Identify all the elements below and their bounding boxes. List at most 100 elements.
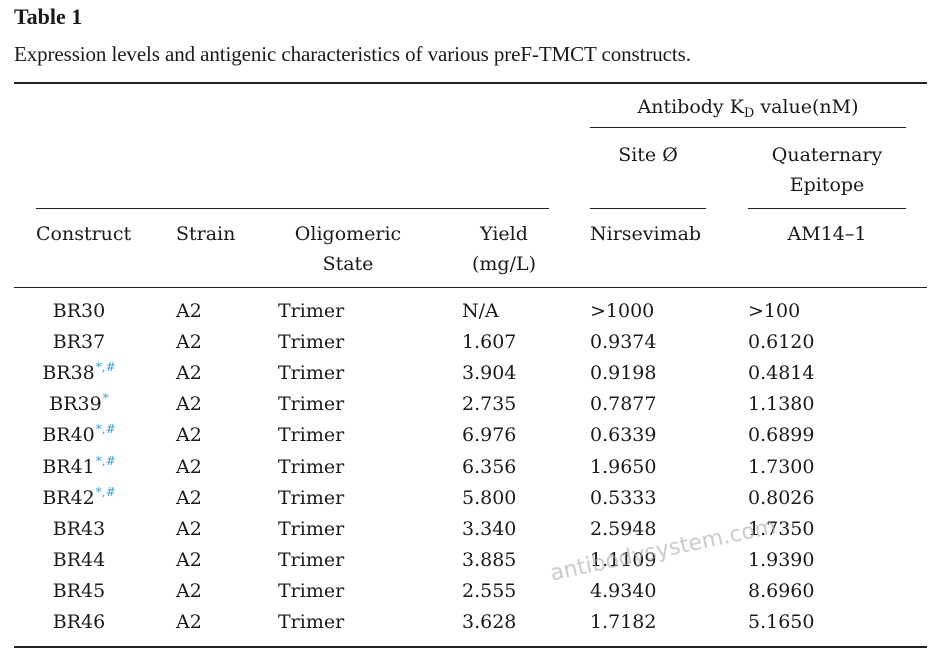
bottom-rule xyxy=(14,646,927,648)
cell-am14: 0.6120 xyxy=(748,331,815,354)
cell-oligomeric-state: Trimer xyxy=(278,548,345,571)
cell-strain: A2 xyxy=(176,455,202,478)
cell-yield: 2.735 xyxy=(462,393,517,416)
table-row: BR44 A2 Trimer 3.885 1.1109 1.9390 xyxy=(0,545,941,576)
cell-oligomeric-state: Trimer xyxy=(278,331,345,354)
cell-strain: A2 xyxy=(176,362,202,385)
cell-construct: BR43 xyxy=(52,517,106,540)
cell-construct: BR42*,# xyxy=(42,484,116,509)
cell-strain: A2 xyxy=(176,424,202,447)
site-rule xyxy=(590,208,706,209)
footnote-mark: *,# xyxy=(95,484,116,499)
cell-am14: 1.9390 xyxy=(748,548,815,571)
cell-yield: 3.885 xyxy=(462,548,517,571)
cell-yield: 1.607 xyxy=(462,331,517,354)
cell-oligomeric-state: Trimer xyxy=(278,300,345,322)
header-bottom-rule xyxy=(14,287,927,288)
table-row: BR45 A2 Trimer 2.555 4.9340 8.6960 xyxy=(0,576,941,607)
cell-construct: BR40*,# xyxy=(42,422,116,447)
table-label: Table 1 xyxy=(14,4,83,29)
cell-nirsevimab: 0.7877 xyxy=(590,393,657,416)
cell-am14: 1.7300 xyxy=(748,455,815,478)
cell-oligomeric-state: Trimer xyxy=(278,455,345,478)
footnote-mark: * xyxy=(102,391,109,406)
col-am14: AM14–1 xyxy=(787,223,867,245)
cell-am14: >100 xyxy=(748,300,801,322)
cell-oligomeric-state: Trimer xyxy=(278,393,345,416)
footnote-mark: *,# xyxy=(95,453,116,468)
cell-am14: 1.1380 xyxy=(748,393,815,416)
cell-yield: 3.340 xyxy=(462,517,517,540)
cell-strain: A2 xyxy=(176,393,202,416)
cell-am14: 0.4814 xyxy=(748,362,815,385)
cell-am14: 0.6899 xyxy=(748,424,815,447)
cell-nirsevimab: >1000 xyxy=(590,300,655,322)
footnote-mark: *,# xyxy=(95,360,116,375)
cell-yield: 2.555 xyxy=(462,579,517,602)
table-row: BR39* A2 Trimer 2.735 0.7877 1.1380 xyxy=(0,389,941,420)
site-header: Site Ø xyxy=(618,144,678,166)
table-caption: Expression levels and antigenic characte… xyxy=(14,42,691,66)
cell-strain: A2 xyxy=(176,579,202,602)
table-row: BR43 A2 Trimer 3.340 2.5948 1.7350 xyxy=(0,514,941,545)
left-header-rule xyxy=(36,208,549,209)
cell-construct: BR46 xyxy=(52,611,106,633)
table-row: BR40*,# A2 Trimer 6.976 0.6339 0.6899 xyxy=(0,420,941,451)
cell-nirsevimab: 0.9374 xyxy=(590,331,657,354)
cell-am14: 5.1650 xyxy=(748,611,815,633)
top-rule xyxy=(14,82,927,84)
cell-yield: 3.904 xyxy=(462,362,517,385)
cell-nirsevimab: 0.6339 xyxy=(590,424,657,447)
cell-yield: 6.356 xyxy=(462,455,517,478)
cell-construct: BR38*,# xyxy=(42,360,116,385)
cell-am14: 0.8026 xyxy=(748,486,815,509)
cell-strain: A2 xyxy=(176,517,202,540)
cell-yield: 5.800 xyxy=(462,486,517,509)
table-row: BR37 A2 Trimer 1.607 0.9374 0.6120 xyxy=(0,327,941,358)
cell-oligomeric-state: Trimer xyxy=(278,579,345,602)
group-rule xyxy=(590,127,906,128)
table-row: BR30 A2 Trimer N/A >1000 >100 xyxy=(0,296,941,327)
cell-construct: BR39* xyxy=(49,391,109,416)
cell-construct: BR30 xyxy=(52,300,106,322)
cell-am14: 1.7350 xyxy=(748,517,815,540)
cell-oligomeric-state: Trimer xyxy=(278,517,345,540)
cell-construct: BR45 xyxy=(52,579,106,602)
cell-construct: BR44 xyxy=(52,548,106,571)
cell-oligomeric-state: Trimer xyxy=(278,362,345,385)
cell-nirsevimab: 0.5333 xyxy=(590,486,657,509)
table-row: BR42*,# A2 Trimer 5.800 0.5333 0.8026 xyxy=(0,483,941,514)
cell-strain: A2 xyxy=(176,300,202,322)
cell-oligomeric-state: Trimer xyxy=(278,486,345,509)
col-oligomeric: Oligomeric State xyxy=(294,223,402,275)
cell-strain: A2 xyxy=(176,548,202,571)
cell-yield: 6.976 xyxy=(462,424,517,447)
table-row: BR41*,# A2 Trimer 6.356 1.9650 1.7300 xyxy=(0,452,941,483)
col-yield: Yield (mg/L) xyxy=(471,223,537,275)
cell-nirsevimab: 0.9198 xyxy=(590,362,657,385)
cell-nirsevimab: 4.9340 xyxy=(590,579,657,602)
cell-yield: N/A xyxy=(462,300,499,322)
table-row: BR46 A2 Trimer 3.628 1.7182 5.1650 xyxy=(0,607,941,638)
col-nirsevimab: Nirsevimab xyxy=(590,223,702,245)
table-row: BR38*,# A2 Trimer 3.904 0.9198 0.4814 xyxy=(0,358,941,389)
footnote-mark: *,# xyxy=(95,422,116,437)
cell-am14: 8.6960 xyxy=(748,579,815,602)
cell-construct: BR41*,# xyxy=(42,453,116,478)
cell-strain: A2 xyxy=(176,486,202,509)
cell-nirsevimab: 1.1109 xyxy=(590,548,657,571)
cell-nirsevimab: 2.5948 xyxy=(590,517,657,540)
cell-strain: A2 xyxy=(176,611,202,633)
cell-construct: BR37 xyxy=(52,331,106,354)
col-strain: Strain xyxy=(176,223,236,245)
quaternary-header: Quaternary Epitope xyxy=(771,144,883,196)
col-construct: Construct xyxy=(36,223,132,245)
cell-yield: 3.628 xyxy=(462,611,517,633)
cell-nirsevimab: 1.7182 xyxy=(590,611,657,633)
cell-strain: A2 xyxy=(176,331,202,354)
antibody-kd-header: Antibody KD value(nM) xyxy=(637,96,859,121)
cell-nirsevimab: 1.9650 xyxy=(590,455,657,478)
cell-oligomeric-state: Trimer xyxy=(278,611,345,633)
cell-oligomeric-state: Trimer xyxy=(278,424,345,447)
quaternary-rule xyxy=(748,208,906,209)
